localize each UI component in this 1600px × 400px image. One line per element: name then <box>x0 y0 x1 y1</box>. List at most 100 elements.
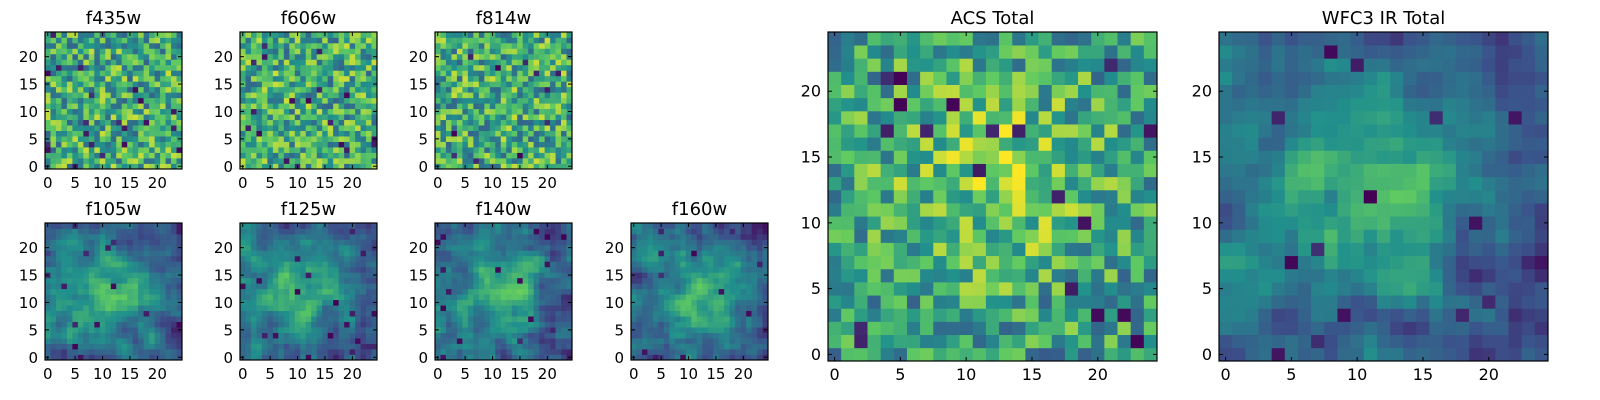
heatmap-cell <box>322 277 329 284</box>
heatmap-cell <box>473 53 480 60</box>
heatmap-cell <box>1117 216 1132 230</box>
heatmap-cell <box>94 354 101 361</box>
heatmap-cell <box>707 223 714 229</box>
heatmap-cell <box>561 233 567 240</box>
heatmap-cell <box>349 233 356 240</box>
heatmap-cell <box>841 321 855 336</box>
heatmap-cell <box>1143 334 1158 349</box>
heatmap-cell <box>278 125 285 131</box>
x-tick-label: 0 <box>433 365 443 383</box>
heatmap-cell <box>366 316 372 322</box>
heatmap-cell <box>544 266 551 273</box>
heatmap-cell <box>349 103 356 110</box>
heatmap-cell <box>316 294 323 301</box>
heatmap-cell <box>740 250 747 257</box>
y-tick-label: 0 <box>418 158 428 176</box>
heatmap-cell <box>355 70 361 77</box>
heatmap-cell <box>669 305 676 312</box>
heatmap-cell <box>478 147 485 153</box>
heatmap-cell <box>1091 334 1105 349</box>
heatmap-cell <box>344 305 350 312</box>
heatmap-cell <box>473 75 480 82</box>
heatmap-cell <box>467 136 474 142</box>
heatmap-cell <box>528 42 534 49</box>
heatmap-cell <box>88 147 95 153</box>
heatmap-cell <box>245 53 252 60</box>
heatmap-cell <box>636 349 643 355</box>
heatmap-cell <box>99 338 106 344</box>
heatmap-cell <box>959 282 974 296</box>
heatmap-cell <box>489 343 496 350</box>
heatmap-cell <box>641 239 648 246</box>
heatmap-cell <box>539 299 545 306</box>
heatmap-cell <box>511 266 518 273</box>
heatmap-cell <box>451 349 458 355</box>
heatmap-cell <box>66 261 73 268</box>
heatmap-cell <box>256 136 263 142</box>
heatmap-cell <box>278 53 285 60</box>
heatmap-cell <box>658 338 665 344</box>
heatmap-cell <box>149 97 155 104</box>
heatmap-cell <box>250 32 257 38</box>
heatmap-cell <box>72 272 79 279</box>
heatmap-cell <box>669 343 676 350</box>
heatmap-cell <box>473 261 480 268</box>
heatmap-cell <box>66 130 73 137</box>
heatmap-cell <box>647 261 654 268</box>
heatmap-cell <box>338 354 345 361</box>
heatmap-cell <box>636 239 643 246</box>
heatmap-cell <box>718 250 725 257</box>
heatmap-cell <box>636 244 643 251</box>
heatmap-cell <box>165 327 172 333</box>
heatmap-cell <box>636 338 643 344</box>
heatmap-cell <box>289 158 296 164</box>
heatmap-cell <box>500 81 507 88</box>
heatmap-cell <box>83 250 90 257</box>
heatmap-cell <box>289 125 296 131</box>
heatmap-cell <box>94 239 101 246</box>
heatmap-cell <box>294 86 301 93</box>
heatmap-cell <box>250 64 257 71</box>
heatmap-cell <box>550 42 556 49</box>
heatmap-cell <box>110 327 117 333</box>
heatmap-cell <box>636 266 643 273</box>
heatmap-cell <box>99 136 106 142</box>
heatmap-cell <box>500 244 507 251</box>
heatmap-cell <box>484 152 491 159</box>
heatmap-cell <box>283 239 290 246</box>
heatmap-cell <box>165 108 172 115</box>
heatmap-cell <box>66 64 73 71</box>
heatmap-cell <box>456 108 463 115</box>
heatmap-cell <box>539 261 545 268</box>
axes-frame <box>434 31 573 170</box>
heatmap-cell <box>322 136 329 142</box>
heatmap-cell <box>294 261 301 268</box>
heatmap-cell <box>658 233 665 240</box>
heatmap-cell <box>138 294 144 301</box>
heatmap-cell <box>985 229 1000 243</box>
heatmap-cell <box>366 119 372 126</box>
heatmap-cell <box>473 299 480 306</box>
heatmap-cell <box>544 327 551 333</box>
heatmap-cell <box>478 349 485 355</box>
heatmap-cell <box>663 354 670 361</box>
heatmap-cell <box>517 310 524 317</box>
heatmap-cell <box>1012 295 1026 309</box>
heatmap-cell <box>658 288 665 295</box>
heatmap-cell <box>327 332 334 339</box>
heatmap-cell <box>478 338 485 344</box>
heatmap-cell <box>88 75 95 82</box>
heatmap-cell <box>272 343 279 350</box>
heatmap-cell <box>349 327 356 333</box>
heatmap-cell <box>338 97 345 104</box>
heatmap-cell <box>127 108 134 115</box>
heatmap-cell <box>322 92 329 99</box>
heatmap-cell <box>45 266 51 273</box>
heatmap-cell <box>55 338 62 344</box>
heatmap-cell <box>305 310 312 317</box>
heatmap-cell <box>143 163 150 170</box>
heatmap-cell <box>344 349 350 355</box>
heatmap-cell <box>110 48 117 55</box>
heatmap-cell <box>83 261 90 268</box>
heatmap-cell <box>1117 242 1132 257</box>
